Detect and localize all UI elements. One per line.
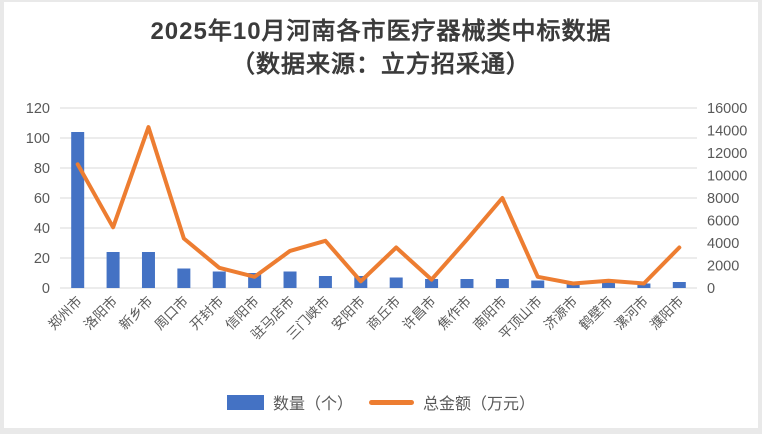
chart-page: 2025年10月河南各市医疗器械类中标数据 （数据来源：立方招采通） 0 20 40… — [4, 2, 758, 428]
quantity-bar — [460, 279, 474, 288]
bar-swatch-icon — [226, 394, 264, 410]
left-axis-tick-label: 0 — [42, 281, 50, 297]
left-axis-tick-label: 60 — [34, 191, 50, 207]
left-axis-tick-label: 120 — [26, 101, 50, 117]
quantity-bar — [71, 132, 85, 288]
chart-title: 2025年10月河南各市医疗器械类中标数据 （数据来源：立方招采通） — [4, 15, 758, 81]
left-axis-tick-label: 100 — [26, 131, 50, 147]
plot-area: 0 20 40 60 80 100 120 0 2000 4000 6000 8000 10000 120… — [4, 90, 758, 382]
x-axis-category-label: 鹤壁市 — [576, 293, 616, 333]
quantity-bar — [672, 282, 686, 288]
x-axis-category-label: 新乡市 — [116, 293, 156, 333]
quantity-bar — [566, 283, 580, 288]
x-axis-category-label: 济源市 — [540, 293, 580, 333]
right-axis-tick-label: 2000 — [707, 259, 739, 275]
x-axis-category-label: 许昌市 — [399, 293, 439, 333]
x-axis-category-label: 洛阳市 — [80, 293, 120, 333]
right-axis-tick-label: 10000 — [707, 169, 747, 185]
legend-label-amount: 总金额（万元） — [423, 396, 536, 413]
quantity-bar — [141, 252, 155, 288]
left-axis-tick-label: 40 — [34, 221, 50, 237]
chart-title-line2: （数据来源：立方招采通） — [231, 51, 531, 79]
quantity-bar — [531, 280, 545, 288]
x-axis-category-label: 开封市 — [186, 293, 226, 333]
quantity-bar — [212, 271, 226, 288]
quantity-bar — [283, 271, 297, 288]
x-axis-category-label: 濮阳市 — [646, 293, 686, 333]
right-axis-tick-label: 6000 — [707, 214, 739, 230]
chart-title-line1: 2025年10月河南各市医疗器械类中标数据 — [150, 18, 612, 45]
amount-line — [75, 125, 682, 286]
left-axis-tick-label: 20 — [34, 251, 50, 267]
right-axis-tick-label: 16000 — [707, 101, 747, 117]
right-axis-tick-label: 4000 — [707, 236, 739, 252]
quantity-bar — [495, 279, 509, 288]
x-axis-category-label: 周口市 — [151, 293, 191, 333]
right-axis-tick-label: 0 — [707, 281, 715, 297]
quantity-bar — [318, 276, 332, 288]
line-swatch-icon — [369, 399, 414, 405]
quantity-bar — [425, 279, 439, 288]
legend-label-quantity: 数量（个） — [272, 396, 353, 413]
left-axis-tick-label: 80 — [34, 161, 50, 177]
right-axis-tick-label: 8000 — [707, 191, 739, 207]
right-axis-tick-label: 14000 — [707, 124, 747, 140]
quantity-bar — [177, 268, 191, 288]
quantity-bar — [637, 283, 651, 288]
x-axis-category-label: 商丘市 — [363, 293, 403, 333]
x-axis-category-label: 漯河市 — [611, 293, 651, 333]
x-axis-category-label: 安阳市 — [328, 293, 368, 333]
legend-item-amount: 总金额（万元） — [369, 390, 535, 414]
x-axis-category-label: 焦作市 — [434, 293, 474, 333]
quantity-bar — [106, 252, 120, 288]
legend-item-quantity: 数量（个） — [226, 390, 353, 414]
quantity-bar — [602, 282, 616, 288]
quantity-bar — [389, 277, 403, 288]
combo-chart: 0 20 40 60 80 100 120 0 2000 4000 6000 8000 10000 120… — [26, 101, 748, 342]
x-axis-category-label: 郑州市 — [45, 293, 85, 333]
chart-legend: 数量（个） 总金额（万元） — [4, 390, 758, 414]
right-axis-tick-label: 12000 — [707, 146, 747, 162]
